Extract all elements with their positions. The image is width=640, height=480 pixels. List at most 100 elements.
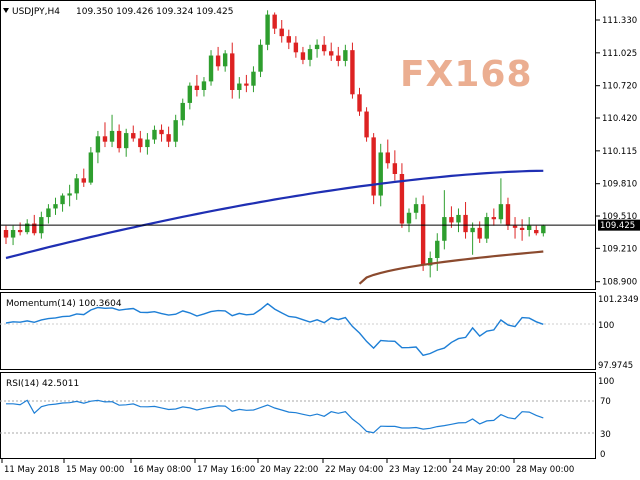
candle-body bbox=[230, 53, 235, 90]
candle-body bbox=[329, 51, 334, 56]
candle-body bbox=[300, 52, 306, 60]
rsi-line bbox=[6, 399, 544, 434]
candle-body bbox=[442, 217, 447, 241]
candle-body bbox=[81, 178, 86, 183]
time-tick-label: 22 May 04:00 bbox=[325, 465, 383, 475]
candlestick-series bbox=[3, 10, 546, 278]
momentum-tick-low: 97.9745 bbox=[598, 361, 633, 371]
candle-body bbox=[123, 133, 129, 149]
candle-body bbox=[406, 212, 412, 224]
symbol-timeframe: USDJPY,H4 bbox=[12, 7, 60, 17]
candle-body bbox=[46, 208, 51, 218]
price-axis[interactable]: 111.330 111.025 110.720 110.420 110.115 109.8… bbox=[596, 16, 637, 288]
time-axis[interactable]: 11 May 2018 15 May 00:00 16 May 08:00 17 Ma… bbox=[1, 459, 574, 475]
momentum-tick-high: 101.2349 bbox=[598, 295, 639, 305]
time-tick-label: 11 May 2018 bbox=[4, 465, 59, 475]
momentum-panel[interactable] bbox=[0, 292, 596, 370]
main-chart-panel[interactable] bbox=[0, 0, 596, 290]
candle-body bbox=[371, 137, 376, 196]
candle-body bbox=[519, 227, 525, 230]
time-tick-label: 28 May 00:00 bbox=[516, 465, 574, 475]
candle-body bbox=[201, 81, 207, 90]
candle-body bbox=[526, 225, 532, 230]
candle-body bbox=[505, 204, 511, 226]
candle-body bbox=[215, 55, 221, 67]
candle-body bbox=[449, 217, 454, 223]
time-tick-label: 20 May 22:00 bbox=[260, 465, 318, 475]
candle-body bbox=[272, 14, 277, 29]
candle-body bbox=[3, 230, 9, 238]
rsi-tick-0: 0 bbox=[600, 450, 605, 460]
current-price-tag: 109.425 bbox=[598, 219, 640, 231]
candle-body bbox=[265, 14, 270, 45]
price-tick-label: 111.025 bbox=[602, 49, 637, 59]
rsi-label: RSI(14) 42.5011 bbox=[6, 379, 79, 389]
momentum-line bbox=[5, 302, 544, 357]
candle-body bbox=[399, 174, 405, 224]
candle-body bbox=[279, 28, 284, 37]
candle-body bbox=[60, 195, 65, 205]
candle-body bbox=[357, 94, 362, 112]
candle-body bbox=[498, 204, 504, 220]
candle-body bbox=[491, 217, 497, 220]
candle-body bbox=[180, 102, 185, 121]
candle-body bbox=[145, 139, 150, 148]
candle-body bbox=[173, 120, 178, 142]
candle-body bbox=[307, 49, 313, 60]
candle-body bbox=[222, 53, 228, 67]
collapse-arrow-icon[interactable] bbox=[3, 8, 9, 13]
rsi-panel[interactable] bbox=[0, 372, 596, 459]
candle-body bbox=[187, 85, 193, 103]
rsi-tick-30: 30 bbox=[600, 430, 611, 440]
price-tick-label: 109.810 bbox=[602, 180, 637, 190]
candle-body bbox=[152, 129, 157, 140]
candle-body bbox=[378, 152, 383, 196]
candle-body bbox=[484, 217, 489, 239]
current-price-label: 109.425 bbox=[600, 221, 635, 231]
candle-body bbox=[74, 178, 79, 194]
candle-body bbox=[435, 240, 440, 258]
candle-body bbox=[364, 111, 369, 138]
candle-body bbox=[159, 129, 164, 135]
watermark-logo: FX168 bbox=[400, 54, 533, 95]
candle-body bbox=[314, 44, 320, 50]
candle-body bbox=[208, 55, 214, 82]
candle-body bbox=[95, 136, 101, 153]
candle-body bbox=[109, 130, 115, 142]
moving-average-fast-line bbox=[5, 169, 544, 260]
candle-body bbox=[321, 44, 327, 52]
price-tick-label: 110.720 bbox=[602, 82, 637, 92]
price-tick-label: 109.510 bbox=[602, 212, 637, 222]
candle-body bbox=[251, 71, 256, 86]
candle-body bbox=[53, 204, 58, 209]
candle-body bbox=[116, 130, 122, 149]
candle-body bbox=[512, 225, 518, 228]
price-tick-label: 110.115 bbox=[602, 147, 637, 157]
price-tick-label: 111.330 bbox=[602, 16, 637, 26]
time-tick-label: 15 May 00:00 bbox=[66, 465, 124, 475]
momentum-label: Momentum(14) 100.3604 bbox=[6, 299, 122, 309]
moving-average-slow-line bbox=[358, 250, 544, 285]
candle-body bbox=[102, 136, 108, 142]
price-tick-label: 109.210 bbox=[602, 244, 637, 254]
candle-body bbox=[428, 258, 433, 266]
candle-body bbox=[534, 230, 539, 234]
time-tick-label: 17 May 16:00 bbox=[197, 465, 255, 475]
candle-body bbox=[470, 227, 475, 233]
candle-body bbox=[194, 85, 200, 90]
candle-body bbox=[413, 204, 419, 213]
candle-body bbox=[293, 42, 299, 53]
momentum-tick-mid: 100 bbox=[598, 321, 614, 331]
candle-body bbox=[343, 50, 348, 61]
candle-body bbox=[244, 83, 249, 86]
candle-body bbox=[131, 133, 136, 139]
candle-body bbox=[541, 225, 546, 234]
rsi-tick-70: 70 bbox=[600, 397, 611, 407]
candle-body bbox=[456, 214, 461, 223]
price-tick-label: 110.420 bbox=[602, 114, 637, 124]
candle-body bbox=[463, 214, 468, 233]
time-tick-label: 16 May 08:00 bbox=[133, 465, 191, 475]
candle-body bbox=[88, 152, 94, 183]
rsi-tick-100: 100 bbox=[598, 377, 614, 387]
